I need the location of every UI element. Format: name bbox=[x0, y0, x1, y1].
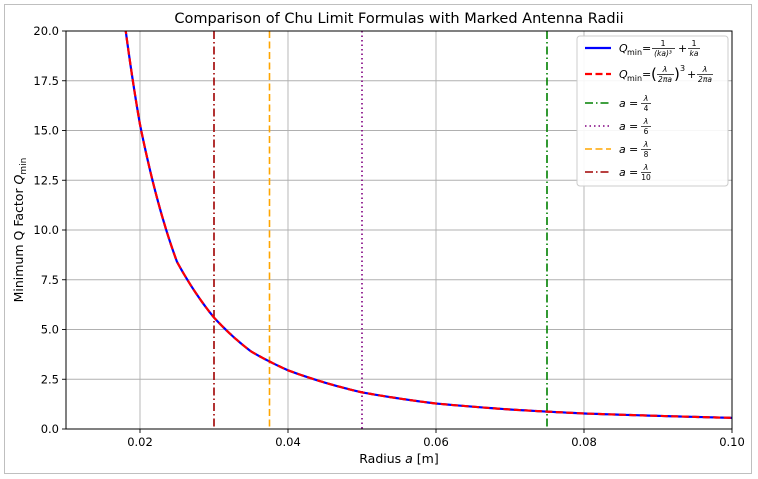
x-tick-label: 0.04 bbox=[275, 435, 301, 449]
legend-label: = bbox=[642, 68, 651, 81]
y-tick-label: 12.5 bbox=[33, 173, 59, 187]
legend-label: λ bbox=[643, 94, 649, 103]
figure-frame bbox=[4, 4, 752, 474]
y-tick-label: 15.0 bbox=[33, 124, 59, 138]
legend-label: a bbox=[619, 97, 626, 110]
x-axis-label-text: Radius a [m] bbox=[359, 451, 438, 466]
legend-label: a bbox=[619, 143, 626, 156]
legend-label: = bbox=[629, 143, 638, 156]
legend-label: 8 bbox=[644, 150, 649, 159]
legend-label: min bbox=[627, 48, 642, 57]
legend-label: λ bbox=[702, 65, 708, 74]
legend-label: + bbox=[678, 42, 687, 55]
legend-label: Q bbox=[619, 42, 628, 55]
legend-label: min bbox=[627, 74, 642, 83]
legend-label: 2πa bbox=[698, 75, 712, 84]
chart-title: Comparison of Chu Limit Formulas with Ma… bbox=[174, 11, 623, 27]
series-lines bbox=[124, 31, 732, 419]
x-tick-label: 0.06 bbox=[423, 435, 449, 449]
legend-label: = bbox=[642, 42, 651, 55]
legend-label: λ bbox=[643, 117, 649, 126]
legend-label: 10 bbox=[641, 173, 651, 182]
legend-label: 1 bbox=[691, 39, 696, 48]
y-tick-label: 17.5 bbox=[33, 74, 59, 88]
legend-label: λ bbox=[643, 163, 649, 172]
legend-label: (ka)³ bbox=[654, 49, 672, 58]
x-axis-label: Radius a [m] bbox=[359, 451, 438, 466]
legend-label: 1 bbox=[660, 39, 665, 48]
legend-label: λ bbox=[643, 140, 649, 149]
x-tick-label: 0.02 bbox=[127, 435, 153, 449]
legend-label: 4 bbox=[644, 104, 649, 113]
y-tick-label: 0.0 bbox=[41, 422, 59, 436]
legend-label: a bbox=[619, 166, 626, 179]
y-axis-label: Minimum Q Factor Qmin bbox=[11, 158, 29, 303]
legend-label: a bbox=[619, 120, 626, 133]
series-line bbox=[124, 31, 732, 419]
legend-label: Q bbox=[619, 68, 628, 81]
legend-label: ( bbox=[651, 65, 657, 83]
legend-label: + bbox=[687, 68, 696, 81]
legend-label: = bbox=[629, 120, 638, 133]
plot-area-border bbox=[65, 30, 733, 430]
legend-label: 6 bbox=[644, 127, 649, 136]
legend-label: = bbox=[629, 97, 638, 110]
y-tick-label: 20.0 bbox=[33, 24, 59, 38]
x-tick-label: 0.08 bbox=[571, 435, 597, 449]
legend-label: 2πa bbox=[658, 75, 672, 84]
y-axis-label-text: Minimum Q Factor Qmin bbox=[11, 158, 29, 303]
legend-label: 3 bbox=[680, 64, 685, 73]
legend-label: = bbox=[629, 166, 638, 179]
legend-label: ) bbox=[674, 65, 680, 83]
axes bbox=[62, 30, 733, 433]
y-tick-label: 2.5 bbox=[41, 372, 59, 386]
legend-label: ka bbox=[690, 49, 699, 58]
y-tick-label: 5.0 bbox=[41, 323, 59, 337]
x-tick-label: 0.10 bbox=[719, 435, 745, 449]
y-tick-label: 10.0 bbox=[33, 223, 59, 237]
legend-box bbox=[576, 35, 729, 187]
tick-labels: 0.02 0.04 0.06 0.08 0.10 0.0 2.5 5.0 7.5 10.0 12.5… bbox=[33, 24, 744, 449]
legend: Q_min = 1/(ka)^3 + 1/(ka)Q_min = (λ/(2πa… bbox=[576, 35, 729, 187]
legend-label: λ bbox=[662, 65, 668, 74]
y-tick-label: 7.5 bbox=[41, 273, 59, 287]
